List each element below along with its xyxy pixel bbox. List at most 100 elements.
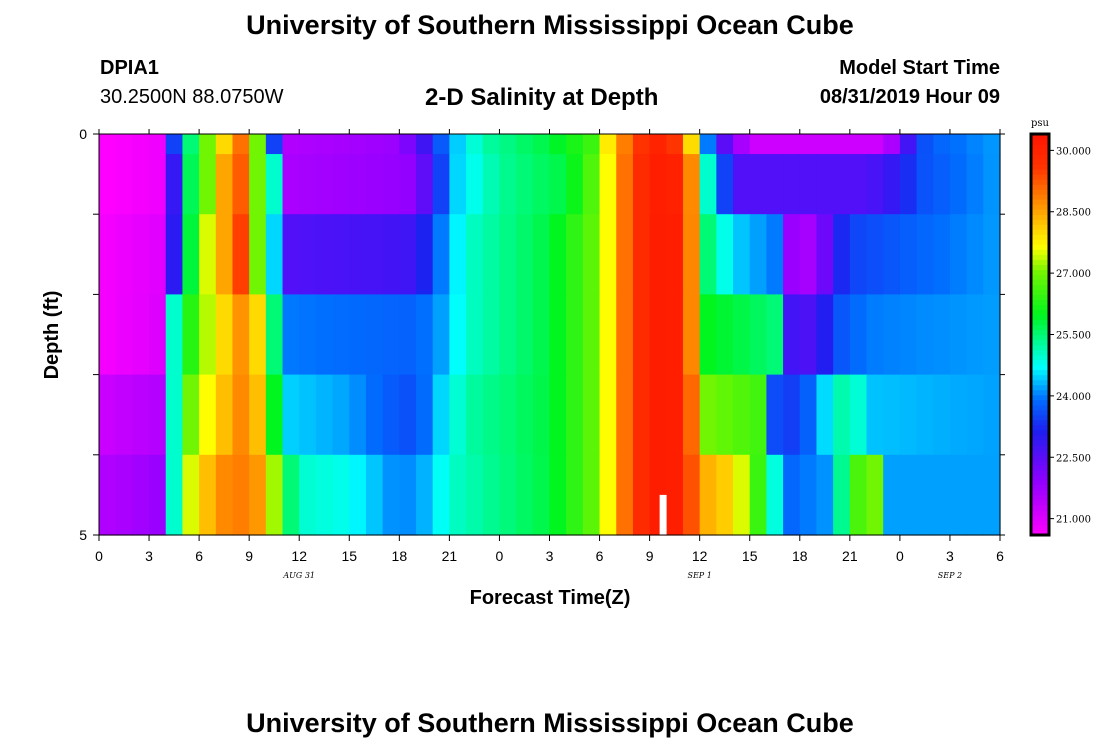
heatmap-cell bbox=[499, 214, 517, 295]
x-axis: 0 3 6 9 12 15 18 21 0 3 6 9 12 15 18 21 0 3 6 AUG 31 SEP 1 SE… bbox=[95, 129, 1004, 580]
heatmap-cell bbox=[866, 374, 884, 456]
heatmap-cell bbox=[983, 294, 1001, 376]
heatmap-cell bbox=[449, 154, 467, 215]
x-tick-label: 6 bbox=[996, 548, 1004, 564]
colorbar-swatch bbox=[1031, 384, 1049, 391]
heatmap-cell bbox=[249, 134, 267, 155]
x-date-label: SEP 1 bbox=[687, 571, 711, 580]
heatmap-cell bbox=[466, 454, 484, 536]
heatmap-cell bbox=[816, 134, 834, 155]
colorbar-tick-label: 27.000 bbox=[1056, 269, 1091, 280]
heatmap-cell bbox=[849, 134, 868, 155]
heatmap-cell bbox=[632, 134, 651, 155]
x-tick-label: 3 bbox=[145, 548, 153, 564]
heatmap-cell bbox=[466, 134, 484, 155]
colorbar-swatch bbox=[1031, 449, 1049, 456]
heatmap-cell bbox=[165, 154, 184, 215]
heatmap-cell bbox=[499, 454, 517, 536]
heatmap-cell bbox=[649, 154, 667, 215]
colorbar: psu 30.000 28.500 27.000 25.500 24.000 22.500 2… bbox=[1029, 118, 1091, 537]
heatmap-cell bbox=[232, 454, 250, 536]
heatmap-cell bbox=[315, 294, 334, 376]
heatmap-cell bbox=[399, 454, 417, 536]
colorbar-swatch bbox=[1031, 494, 1049, 501]
heatmap-cell bbox=[582, 454, 601, 536]
heatmap-cell bbox=[399, 134, 417, 155]
heatmap-cell bbox=[149, 214, 167, 295]
heatmap-cell bbox=[666, 294, 684, 376]
heatmap-cell bbox=[416, 214, 434, 295]
heatmap-cell bbox=[566, 214, 584, 295]
heatmap-cell bbox=[699, 454, 717, 536]
heatmap-cell bbox=[332, 214, 350, 295]
heatmap-cell bbox=[749, 294, 768, 376]
colorbar-swatch bbox=[1031, 524, 1049, 531]
heatmap-cell bbox=[482, 214, 501, 295]
heatmap-cell bbox=[199, 374, 217, 456]
heatmap-cell bbox=[666, 214, 684, 295]
heatmap-cell bbox=[749, 374, 768, 456]
heatmap-cell bbox=[249, 454, 267, 536]
heatmap-cell bbox=[666, 374, 684, 456]
heatmap-cell bbox=[833, 374, 851, 456]
heatmap-cell bbox=[416, 374, 434, 456]
heatmap-cell bbox=[849, 294, 868, 376]
colorbar-swatch bbox=[1031, 464, 1049, 471]
heatmap-cell bbox=[649, 134, 667, 155]
x-tick-label: 12 bbox=[291, 548, 307, 564]
heatmap-cell bbox=[315, 454, 334, 536]
colorbar-tick-label: 24.000 bbox=[1056, 392, 1091, 403]
heatmap-cell bbox=[716, 154, 734, 215]
colorbar-swatch bbox=[1031, 259, 1049, 265]
heatmap-cell bbox=[232, 214, 250, 295]
heatmap-cell bbox=[149, 374, 167, 456]
heatmap-cells bbox=[99, 134, 1001, 536]
heatmap-cell bbox=[699, 134, 717, 155]
heatmap-cell bbox=[315, 154, 334, 215]
heatmap-cell bbox=[349, 214, 367, 295]
x-tick-label: 3 bbox=[546, 548, 554, 564]
heatmap-cell bbox=[532, 134, 551, 155]
heatmap-cell bbox=[215, 454, 234, 536]
heatmap-cell bbox=[482, 134, 501, 155]
heatmap-cell bbox=[315, 134, 334, 155]
heatmap-cell bbox=[449, 454, 467, 536]
heatmap-cell bbox=[983, 214, 1001, 295]
x-tick-label: 9 bbox=[646, 548, 654, 564]
heatmap-cell bbox=[549, 134, 567, 155]
colorbar-swatch bbox=[1031, 374, 1049, 381]
heatmap-cell bbox=[149, 294, 167, 376]
heatmap-cell bbox=[566, 374, 584, 456]
colorbar-swatch bbox=[1031, 209, 1049, 215]
heatmap-cell bbox=[899, 454, 918, 536]
heatmap-cell bbox=[933, 154, 951, 215]
heatmap-cell bbox=[365, 154, 384, 215]
heatmap-cell bbox=[99, 134, 117, 155]
heatmap-cell bbox=[215, 134, 234, 155]
heatmap-cell bbox=[966, 374, 984, 456]
heatmap-cell bbox=[99, 154, 117, 215]
heatmap-cell bbox=[599, 154, 617, 215]
x-tick-label: 0 bbox=[496, 548, 504, 564]
heatmap-cell bbox=[933, 214, 951, 295]
heatmap-cell bbox=[99, 294, 117, 376]
heatmap-cell bbox=[482, 454, 501, 536]
heatmap-cell bbox=[315, 374, 334, 456]
colorbar-swatch bbox=[1031, 334, 1049, 341]
heatmap-cell bbox=[132, 214, 150, 295]
heatmap-cell bbox=[499, 374, 517, 456]
heatmap-cell bbox=[282, 214, 300, 295]
heatmap-cell bbox=[582, 214, 601, 295]
heatmap-cell bbox=[833, 134, 851, 155]
heatmap-cell bbox=[149, 134, 167, 155]
heatmap-cell bbox=[816, 214, 834, 295]
colorbar-swatch bbox=[1031, 354, 1049, 361]
x-tick-label: 6 bbox=[195, 548, 203, 564]
x-date-label: AUG 31 bbox=[282, 571, 315, 580]
heatmap-cell bbox=[132, 454, 150, 536]
heatmap-cell bbox=[716, 134, 734, 155]
heatmap-cell bbox=[799, 154, 818, 215]
x-date-label: SEP 2 bbox=[938, 571, 962, 580]
heatmap-cell bbox=[699, 294, 717, 376]
